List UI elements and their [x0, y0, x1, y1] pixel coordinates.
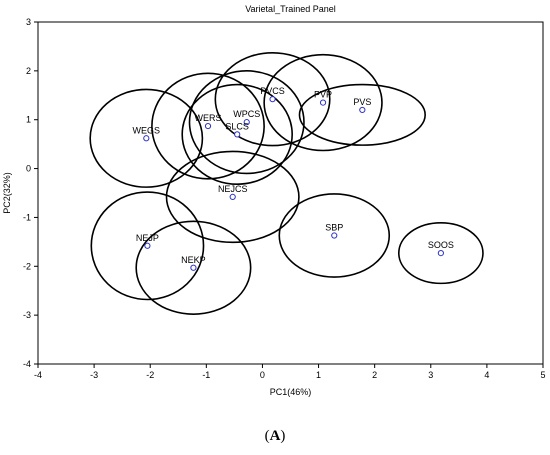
- confidence-ellipse: [165, 150, 300, 244]
- x-axis-label: PC1(46%): [270, 387, 312, 397]
- y-tick-label: -3: [23, 310, 31, 320]
- data-point-label: SBP: [325, 223, 343, 233]
- confidence-ellipse: [214, 51, 331, 147]
- data-point-label: NEJCS: [218, 184, 248, 194]
- y-axis-label: PC2(32%): [2, 172, 12, 214]
- plot-frame: [37, 21, 544, 365]
- y-tick-label: -2: [23, 261, 31, 271]
- confidence-ellipse: [151, 72, 265, 180]
- data-point-marker: [204, 122, 212, 130]
- x-tick-label: -1: [202, 370, 210, 380]
- data-point-marker: [319, 99, 327, 106]
- x-tick-label: 0: [260, 370, 265, 380]
- data-point-marker: [269, 96, 276, 103]
- y-tick-label: 0: [26, 164, 31, 174]
- data-point-marker: [143, 135, 150, 142]
- chart-title: Varietal_Trained Panel: [245, 4, 336, 14]
- caption-close: ): [280, 428, 286, 444]
- y-tick-label: -4: [23, 359, 31, 369]
- y-axis-ticks: 3 2 1 0 -1 -2 -3 -4: [23, 17, 38, 369]
- x-axis-ticks: -4 -3 -2 -1 0 1 2 3 4 5: [34, 364, 546, 380]
- y-tick-label: -1: [23, 212, 31, 222]
- confidence-ellipse: [397, 222, 484, 285]
- x-tick-label: 3: [428, 370, 433, 380]
- data-point-label: SOOS: [428, 240, 454, 250]
- data-point-marker: [144, 242, 151, 249]
- confidence-ellipse: [188, 70, 305, 175]
- x-tick-label: -4: [34, 370, 42, 380]
- y-tick-label: 1: [26, 115, 31, 125]
- confidence-ellipse: [135, 220, 252, 315]
- data-point-label: PVP: [314, 90, 332, 100]
- data-point-marker: [437, 249, 444, 257]
- confidence-ellipse: [263, 53, 383, 152]
- data-points: WEGS WERS WPCS SLCS PVCS PVP PVS NEJCS SBP SOOS NE…: [133, 86, 454, 271]
- x-tick-label: 2: [372, 370, 377, 380]
- x-tick-label: -3: [90, 370, 98, 380]
- data-point-marker: [243, 119, 250, 126]
- data-point-label: PVS: [353, 97, 371, 107]
- data-point-label: WEGS: [133, 125, 161, 135]
- x-tick-label: 4: [484, 370, 489, 380]
- confidence-ellipse: [181, 83, 293, 186]
- data-point-label: NEKP: [181, 255, 206, 265]
- data-point-marker: [229, 193, 236, 201]
- data-point-marker: [190, 264, 197, 271]
- y-tick-label: 3: [26, 17, 31, 27]
- caption-open: (: [264, 428, 270, 444]
- figure-caption: (A): [0, 428, 550, 445]
- x-tick-label: -2: [146, 370, 154, 380]
- x-tick-label: 1: [316, 370, 321, 380]
- confidence-ellipse: [298, 83, 426, 146]
- data-point-marker: [331, 232, 338, 239]
- y-tick-label: 2: [26, 66, 31, 76]
- x-tick-label: 5: [540, 370, 545, 380]
- data-point-marker: [359, 106, 366, 114]
- data-point-label: NEJP: [136, 233, 159, 243]
- caption-letter: A: [269, 428, 281, 444]
- data-point-label: WPCS: [233, 109, 260, 119]
- confidence-ellipse: [90, 191, 205, 301]
- data-point-label: SLCS: [225, 121, 249, 131]
- confidence-ellipse: [89, 88, 204, 188]
- data-point-label: PVCS: [260, 86, 285, 96]
- confidence-ellipses: [89, 51, 484, 315]
- data-point-label: WERS: [195, 113, 222, 123]
- confidence-ellipse: [278, 193, 391, 278]
- data-point-marker: [234, 131, 241, 138]
